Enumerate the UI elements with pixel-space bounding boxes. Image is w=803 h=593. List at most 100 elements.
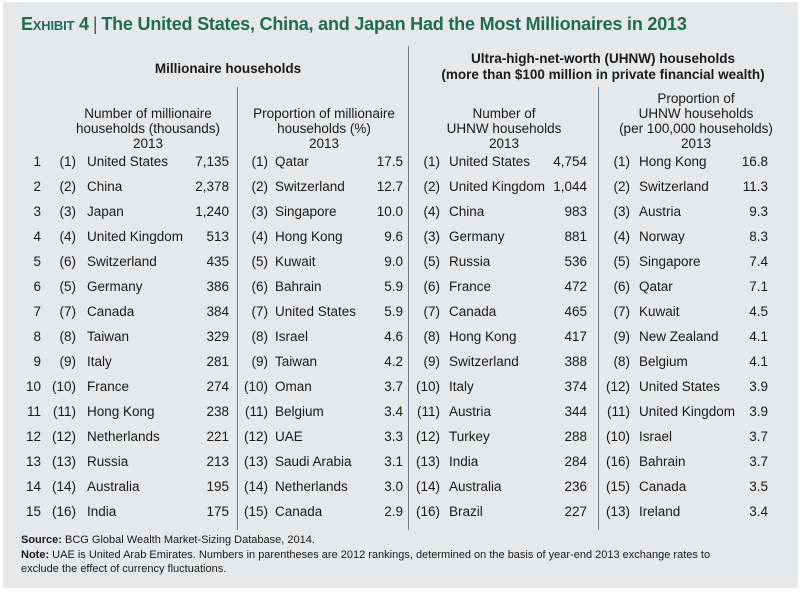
rank: 15 bbox=[25, 504, 41, 519]
value: 236 bbox=[564, 479, 587, 494]
previous-rank: (9) bbox=[59, 354, 77, 369]
value: 4.2 bbox=[384, 354, 403, 369]
country-name: Ireland bbox=[639, 504, 681, 519]
rank: 1 bbox=[33, 154, 41, 169]
country-name: United Kingdom bbox=[639, 404, 736, 419]
value: 11.3 bbox=[742, 179, 768, 194]
value: 1,044 bbox=[553, 179, 587, 194]
country-name: Hong Kong bbox=[275, 229, 343, 244]
previous-rank: (10) bbox=[51, 379, 76, 394]
previous-rank: (12) bbox=[243, 429, 268, 444]
previous-rank: (16) bbox=[51, 504, 76, 519]
previous-rank: (1) bbox=[423, 154, 441, 169]
note-text: UAE is United Arab Emirates. Numbers in … bbox=[52, 548, 711, 561]
value: 281 bbox=[206, 354, 229, 369]
value: 386 bbox=[206, 279, 229, 294]
country-name: Bahrain bbox=[639, 454, 686, 469]
value: 3.5 bbox=[749, 479, 768, 494]
value: 16.8 bbox=[741, 154, 768, 169]
country-name: Switzerland bbox=[639, 179, 709, 194]
exhibit-label: Exhibit 4 bbox=[21, 14, 89, 34]
note-line: Note: UAE is United Arab Emirates. Numbe… bbox=[21, 548, 710, 563]
rank: 11 bbox=[26, 404, 41, 419]
country-name: India bbox=[449, 454, 479, 469]
table-row: 7 (7) Canada 384 (7) United States 5.9 (7) Canad… bbox=[3, 304, 798, 328]
rank: 13 bbox=[25, 454, 41, 469]
country-name: France bbox=[87, 379, 130, 394]
value: 465 bbox=[564, 304, 587, 319]
header-line: (per 100,000 households) bbox=[619, 121, 773, 136]
value: 9.6 bbox=[384, 229, 403, 244]
table-row: 3 (3) Japan 1,240 (3) Singapore 10.0 (4) China 98… bbox=[3, 204, 798, 228]
previous-rank: (16) bbox=[605, 454, 630, 469]
country-name: Qatar bbox=[639, 279, 673, 294]
header-line: 2013 bbox=[132, 136, 164, 151]
previous-rank: (7) bbox=[423, 304, 441, 319]
value: 274 bbox=[206, 379, 229, 394]
value: 284 bbox=[564, 454, 587, 469]
previous-rank: (2) bbox=[613, 179, 631, 194]
rank: 9 bbox=[33, 354, 41, 369]
note-label: Note: bbox=[21, 548, 50, 561]
country-name: Switzerland bbox=[87, 254, 157, 269]
source-text: BCG Global Wealth Market-Sizing Database… bbox=[65, 534, 315, 546]
value: 213 bbox=[206, 454, 229, 469]
country-name: Norway bbox=[639, 229, 685, 244]
previous-rank: (6) bbox=[59, 254, 77, 269]
previous-rank: (8) bbox=[613, 354, 631, 369]
previous-rank: (5) bbox=[59, 279, 77, 294]
value: 374 bbox=[564, 379, 587, 394]
previous-rank: (13) bbox=[243, 454, 268, 469]
previous-rank: (13) bbox=[415, 454, 440, 469]
previous-rank: (4) bbox=[251, 229, 269, 244]
country-name: Netherlands bbox=[87, 429, 160, 444]
previous-rank: (16) bbox=[415, 504, 440, 519]
rank: 7 bbox=[33, 304, 41, 319]
country-name: Russia bbox=[449, 254, 491, 269]
value: 4,754 bbox=[553, 154, 587, 169]
previous-rank: (10) bbox=[243, 379, 268, 394]
divider-col1-col2 bbox=[237, 87, 238, 530]
country-name: Belgium bbox=[275, 404, 324, 419]
country-name: Hong Kong bbox=[87, 404, 155, 419]
group-header-millionaire: Millionaire households bbox=[154, 61, 302, 76]
country-name: Germany bbox=[449, 229, 505, 244]
value: 175 bbox=[206, 504, 229, 519]
previous-rank: (3) bbox=[251, 204, 269, 219]
country-name: China bbox=[87, 179, 123, 194]
previous-rank: (3) bbox=[613, 204, 631, 219]
previous-rank: (9) bbox=[613, 329, 631, 344]
rank: 14 bbox=[25, 479, 41, 494]
source-line: Source: BCG Global Wealth Market-Sizing … bbox=[21, 533, 710, 548]
previous-rank: (2) bbox=[251, 179, 269, 194]
country-name: Russia bbox=[87, 454, 129, 469]
previous-rank: (12) bbox=[51, 429, 76, 444]
country-name: Belgium bbox=[639, 354, 688, 369]
previous-rank: (2) bbox=[59, 179, 77, 194]
country-name: Canada bbox=[275, 504, 323, 519]
previous-rank: (15) bbox=[605, 479, 630, 494]
value: 388 bbox=[564, 354, 587, 369]
value: 3.9 bbox=[749, 404, 768, 419]
previous-rank: (1) bbox=[251, 154, 269, 169]
exhibit-headline: The United States, China, and Japan Had … bbox=[101, 14, 687, 34]
country-name: Austria bbox=[449, 404, 492, 419]
column-header-millionaire-count: Number of millionaire households (thousa… bbox=[63, 106, 233, 151]
country-name: United Kingdom bbox=[87, 229, 184, 244]
country-name: Israel bbox=[639, 429, 673, 444]
previous-rank: (11) bbox=[606, 404, 630, 419]
country-name: UAE bbox=[275, 429, 303, 444]
country-name: New Zealand bbox=[639, 329, 719, 344]
value: 435 bbox=[206, 254, 229, 269]
previous-rank: (7) bbox=[613, 304, 631, 319]
country-name: Taiwan bbox=[87, 329, 130, 344]
country-name: Italy bbox=[87, 354, 112, 369]
country-name: Australia bbox=[449, 479, 502, 494]
rank: 4 bbox=[33, 229, 41, 244]
rank: 3 bbox=[33, 204, 41, 219]
divider-col3-col4 bbox=[598, 87, 599, 530]
value: 417 bbox=[564, 329, 587, 344]
country-name: Taiwan bbox=[275, 354, 318, 369]
value: 3.3 bbox=[384, 429, 403, 444]
country-name: India bbox=[87, 504, 117, 519]
